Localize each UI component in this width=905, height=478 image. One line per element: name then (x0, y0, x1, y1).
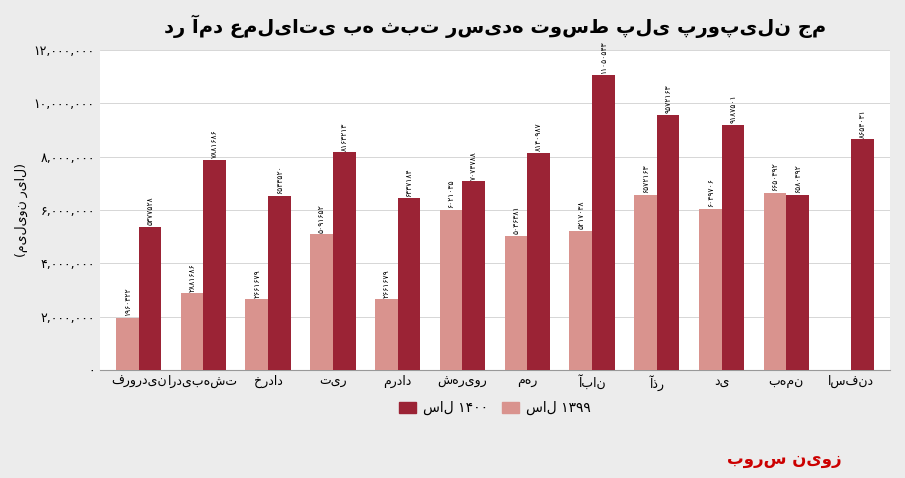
Text: ۵۳۷۷۵۲۸: ۵۳۷۷۵۲۸ (146, 196, 155, 225)
Bar (181, 293, 204, 370)
Text: ۶۵۷۲۱۶۳: ۶۵۷۲۱۶۳ (641, 164, 650, 193)
Bar (268, 196, 291, 370)
Bar (569, 231, 592, 370)
Bar (462, 182, 485, 370)
Text: ۲۶۶۱۶۷۹: ۲۶۶۱۶۷۹ (382, 269, 391, 298)
Title: در آمد عملیاتی به ثبت رسیده توسط پلی پروپیلن جم: در آمد عملیاتی به ثبت رسیده توسط پلی پرو… (164, 15, 826, 38)
Text: ۷۰۷۴۷۸۸: ۷۰۷۴۷۸۸ (470, 151, 479, 180)
Bar (764, 193, 786, 370)
Text: ۹۱۸۷۵۰۱: ۹۱۸۷۵۰۱ (729, 95, 738, 123)
Bar (721, 125, 744, 370)
Text: ۸۱۶۳۲۱۳: ۸۱۶۳۲۱۳ (339, 122, 348, 151)
Text: ۶۵۸۰۳۹۲: ۶۵۸۰۳۹۲ (793, 164, 802, 193)
Text: ۸۶۵۴۰۳۱: ۸۶۵۴۰۳۱ (858, 109, 867, 138)
Text: ۵۲۱۷۰۳۸: ۵۲۱۷۰۳۸ (576, 201, 586, 229)
Bar (375, 299, 397, 370)
Text: ۹۵۷۲۱۶۳: ۹۵۷۲۱۶۳ (663, 85, 672, 113)
Text: ۲۶۶۱۶۷۹: ۲۶۶۱۶۷۹ (252, 269, 262, 298)
Text: ۶۴۳۷۱۸۴: ۶۴۳۷۱۸۴ (405, 168, 414, 197)
Bar (397, 198, 420, 370)
Text: ۶۵۴۳۵۲۰: ۶۵۴۳۵۲۰ (275, 165, 284, 194)
Bar (699, 209, 721, 370)
Y-axis label: (میلیون ریال): (میلیون ریال) (15, 163, 28, 257)
Text: ۱۹۶۰۳۲۲: ۱۹۶۰۳۲۲ (123, 288, 132, 316)
Text: ۷۸۸۱۶۸۶: ۷۸۸۱۶۸۶ (210, 130, 219, 158)
Bar (204, 160, 226, 370)
Text: ۸۱۴۰۹۸۷: ۸۱۴۰۹۸۷ (534, 123, 543, 152)
Text: ۵۰۳۶۳۸۱: ۵۰۳۶۳۸۱ (511, 206, 520, 234)
Bar (634, 195, 657, 370)
Bar (440, 209, 462, 370)
Bar (333, 152, 356, 370)
Bar (657, 115, 680, 370)
Bar (786, 195, 809, 370)
Legend: سال ۱۴۰۰, سال ۱۳۹۹: سال ۱۴۰۰, سال ۱۳۹۹ (394, 396, 595, 421)
Text: ۱۱۰۵۰۵۴۳: ۱۱۰۵۰۵۴۳ (599, 41, 608, 74)
Text: بورس نیوز: بورس نیوز (727, 450, 842, 468)
Bar (505, 236, 528, 370)
Bar (138, 227, 161, 370)
Text: ۶۶۵۰۳۹۲: ۶۶۵۰۳۹۲ (770, 163, 779, 191)
Bar (310, 234, 333, 370)
Text: ۶۰۲۱۰۳۵: ۶۰۲۱۰۳۵ (447, 179, 455, 208)
Bar (851, 139, 874, 370)
Bar (245, 299, 268, 370)
Bar (592, 76, 614, 370)
Text: ۵۰۹۱۶۵۲: ۵۰۹۱۶۵۲ (317, 204, 326, 233)
Bar (528, 153, 550, 370)
Bar (116, 318, 138, 370)
Text: ۲۸۸۱۶۸۶: ۲۸۸۱۶۸۶ (187, 263, 196, 292)
Text: ۶۰۴۹۷۰۶: ۶۰۴۹۷۰۶ (706, 178, 715, 207)
